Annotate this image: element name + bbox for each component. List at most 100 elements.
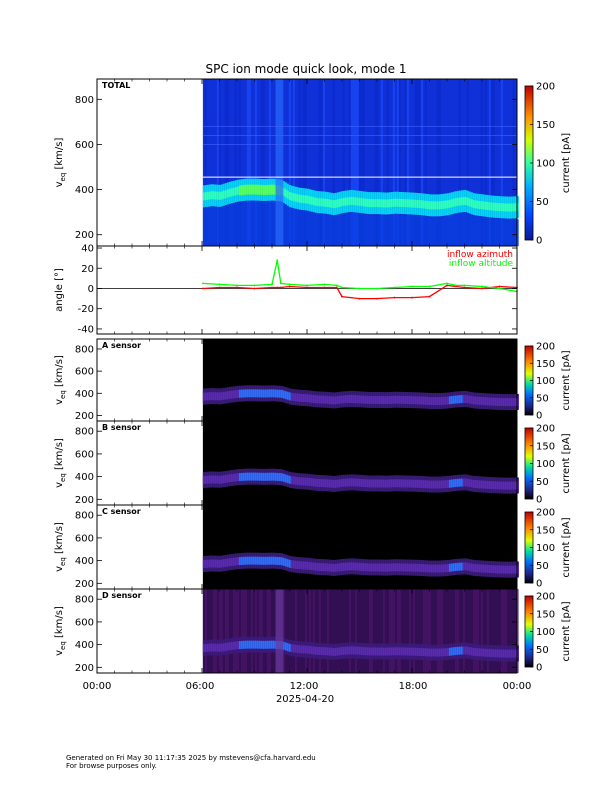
spectrogram-peak [234,187,237,196]
spectrogram-peak [438,480,441,489]
angle-data-point [288,283,291,286]
spectrogram-peak [380,396,383,405]
spectrogram-peak [500,481,503,490]
spectrogram-peak [246,640,249,649]
panel-label: C sensor [102,507,141,516]
spectrogram-peak [400,395,403,404]
spectrogram-peak [384,563,387,572]
spectrogram-peak [284,558,287,567]
spectrogram-column [486,589,489,673]
y-axis-label: veq [km/s] [54,355,67,405]
spectrogram-peak [370,563,373,572]
spectrogram-low-band [396,214,399,246]
spectrogram-column [350,589,353,673]
angle-data-point [428,295,431,298]
colorbar-tick-label: 50 [536,645,549,656]
spectrogram-peak [498,565,501,574]
spectrogram-peak [366,479,369,488]
spectrogram-column [214,589,217,673]
spectrogram-peak [202,560,205,569]
spectrogram-low-band [296,210,299,246]
spectrogram-column [344,589,347,673]
spectrogram-peak [270,389,273,398]
spectrogram-peak [376,199,379,208]
colorbar-tick-label: 50 [536,197,549,208]
spectrogram-peak [350,196,353,205]
spectrogram-column [446,589,449,673]
spectrogram-peak [282,641,285,650]
spectrogram-low-band [322,214,325,246]
spectrogram-peak [460,478,463,487]
footer: Generated on Fri May 30 11:17:35 2025 by… [66,754,316,770]
spectrogram-peak [346,562,349,571]
spectrogram-peak [442,648,445,657]
spectrogram-peak [512,649,515,658]
spectrogram-peak [480,648,483,657]
spectrogram-peak [330,479,333,488]
spectrogram-peak-high [270,184,273,195]
y-tick-label: 600 [75,449,94,460]
spectrogram-column [436,79,439,246]
spectrogram-low-band [406,215,409,246]
spectrogram-peak [494,397,497,406]
spectrogram-column [238,589,241,673]
spectrogram-peak [310,562,313,571]
spectrogram-low-band [316,214,319,246]
spectrogram-peak [292,193,295,202]
spectrogram-peak [394,479,397,488]
y-axis-label-unit: [km/s] [54,138,65,173]
colorbar-tick-label: 150 [536,441,555,452]
spectrogram-peak [240,472,243,481]
spectrogram-peak [302,561,305,570]
spectrogram-column [368,589,371,673]
spectrogram-peak-high [254,184,257,195]
spectrogram-peak [344,562,347,571]
spectrogram-column [352,589,355,673]
spectrogram-peak [514,481,517,490]
spectrogram-peak [326,395,329,404]
spectrogram-peak [478,480,481,489]
colorbar-tick-label: 100 [536,376,555,387]
spectrogram-peak [464,562,467,571]
angle-data-point [236,284,238,287]
spectrogram-peak [418,479,421,488]
spectrogram-low-band [454,214,457,246]
spectrogram-peak [356,646,359,655]
spectrogram-peak [404,199,407,208]
spectrogram-low-band [438,217,441,246]
spectrogram-low-band [450,215,453,246]
spectrogram-peak [434,564,437,573]
spectrogram-peak [370,395,373,404]
spectrogram-column [460,589,463,673]
spectrogram-column [320,79,323,246]
spectrogram-peak [256,389,259,398]
spectrogram-peak [236,186,239,195]
spectrogram-peak [276,389,279,398]
spectrogram-peak [274,389,277,398]
spectrogram-peak [424,564,427,573]
spectrogram-peak [340,198,343,207]
spectrogram-peak [412,479,415,488]
spectrogram-peak-high [272,184,275,195]
spectrogram-low-band [262,202,265,246]
spectrogram-peak [318,478,321,487]
spectrogram-column [250,589,253,673]
spectrogram-peak [502,398,505,407]
spectrogram-column [260,79,263,246]
spectrogram-low-band [210,207,213,246]
spectrogram-column [318,79,321,246]
spectrogram-peak [232,473,235,482]
spectrogram-column [288,589,291,673]
spectrogram-peak [404,395,407,404]
spectrogram-peak [484,564,487,573]
panel-label: TOTAL [102,81,130,90]
spectrogram-peak [354,197,357,206]
spectrogram-peak [308,645,311,654]
colorbar-tick-label: 50 [536,393,549,404]
spectrogram-low-band [408,215,411,246]
spectrogram-peak [506,565,509,574]
spectrogram-peak [448,479,451,488]
spectrogram-peak [444,648,447,657]
spectrogram-peak [312,478,315,487]
spectrogram-peak [466,562,469,571]
